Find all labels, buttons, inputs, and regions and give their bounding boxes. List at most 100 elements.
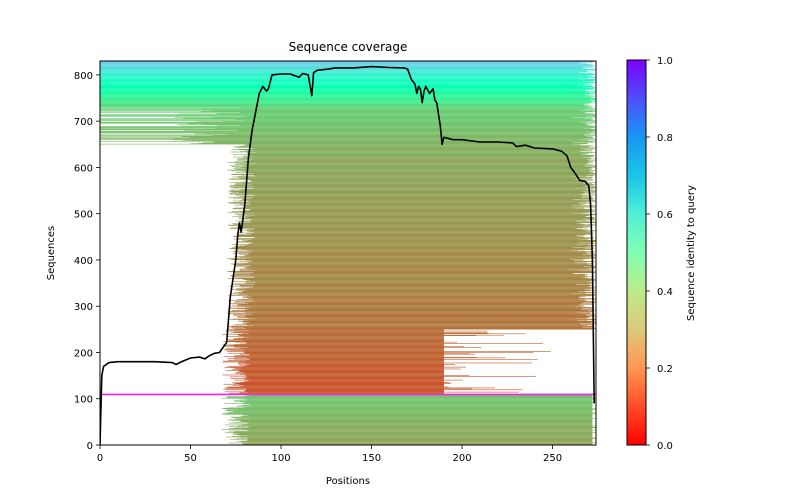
sequence-row — [235, 324, 595, 325]
sequence-row — [238, 321, 594, 323]
sequence-row — [244, 308, 593, 310]
sequence-row — [237, 130, 595, 132]
sequence-row — [249, 203, 579, 205]
sequence-row — [238, 406, 593, 407]
sequence-row — [240, 367, 444, 369]
sequence-row — [240, 163, 590, 165]
sequence-row — [100, 77, 589, 79]
sequence-row — [247, 214, 595, 216]
sequence-row — [253, 297, 586, 299]
sequence-row — [243, 218, 583, 220]
sequence-row — [245, 283, 588, 284]
sequence-row — [226, 339, 444, 341]
sequence-row — [100, 96, 595, 97]
sequence-row — [222, 344, 444, 346]
sequence-row — [245, 373, 444, 375]
sequence-row — [229, 350, 444, 352]
sequence-row — [239, 192, 585, 194]
sequence-row — [228, 311, 593, 312]
sequence-row — [232, 176, 586, 178]
sequence-row — [242, 323, 596, 324]
sequence-row — [100, 135, 584, 137]
sequence-row — [239, 335, 477, 336]
sequence-row — [245, 378, 444, 380]
sequence-row — [100, 130, 596, 132]
sequence-row — [244, 312, 592, 313]
sequence-row — [250, 306, 575, 307]
sequence-row — [247, 347, 482, 348]
sequence-row — [254, 231, 595, 233]
sequence-row — [236, 172, 594, 173]
sequence-row — [100, 135, 592, 137]
sequence-row — [248, 430, 593, 432]
sequence-row — [246, 342, 444, 343]
sequence-row — [228, 271, 596, 273]
sequence-row — [248, 320, 588, 321]
sequence-row — [245, 390, 444, 392]
sequence-row — [237, 176, 572, 177]
sequence-row — [229, 203, 591, 204]
sequence-row — [238, 370, 444, 372]
sequence-row — [237, 417, 593, 419]
sequence-row — [234, 346, 444, 348]
sequence-row — [250, 275, 585, 276]
sequence-row — [242, 420, 593, 422]
sequence-row — [100, 86, 583, 88]
sequence-row — [228, 392, 444, 394]
sequence-row — [100, 64, 589, 66]
sequence-row — [231, 223, 577, 225]
sequence-row — [232, 259, 585, 260]
sequence-row — [231, 191, 583, 192]
sequence-row — [231, 170, 590, 172]
sequence-row — [247, 244, 592, 246]
sequence-row — [232, 235, 578, 237]
sequence-row — [249, 180, 594, 181]
sequence-row — [254, 150, 592, 151]
sequence-row — [240, 210, 592, 212]
sequence-row — [100, 81, 594, 83]
sequence-row — [241, 224, 595, 225]
sequence-row — [100, 90, 586, 91]
sequence-row — [100, 93, 584, 95]
sequence-row — [100, 65, 593, 66]
sequence-row — [239, 254, 596, 256]
sequence-row — [233, 356, 444, 358]
y-tick-label: 100 — [74, 395, 93, 406]
sequence-row — [248, 333, 526, 335]
sequence-row — [240, 434, 593, 436]
sequence-row — [100, 128, 592, 130]
sequence-row — [249, 166, 596, 167]
sequence-row — [236, 290, 596, 291]
sequence-row — [246, 400, 593, 402]
sequence-row — [100, 131, 593, 133]
x-tick-label: 0 — [97, 453, 103, 464]
sequence-row — [235, 368, 444, 369]
sequence-row — [100, 93, 596, 94]
sequence-row — [223, 356, 444, 357]
sequence-row — [100, 104, 589, 106]
sequence-row — [251, 239, 579, 241]
sequence-row — [231, 149, 594, 150]
sequence-row — [100, 83, 580, 84]
sequence-row — [100, 118, 585, 119]
sequence-row — [233, 432, 596, 433]
sequence-row — [100, 70, 587, 71]
sequence-row — [239, 420, 593, 421]
sequence-row — [243, 371, 444, 373]
sequence-row — [252, 261, 593, 262]
sequence-row — [100, 127, 595, 128]
sequence-row — [100, 98, 596, 99]
sequence-row — [232, 166, 586, 168]
sequence-row — [237, 303, 580, 305]
sequence-row — [178, 112, 586, 114]
sequence-row — [244, 395, 593, 396]
sequence-row — [253, 271, 596, 273]
sequence-row — [176, 124, 586, 125]
sequence-row — [248, 201, 591, 203]
sequence-row — [100, 108, 596, 109]
sequence-row — [100, 131, 587, 132]
sequence-row — [250, 296, 580, 298]
sequence-row — [244, 145, 594, 146]
sequence-row — [100, 103, 590, 104]
sequence-row — [245, 375, 470, 376]
